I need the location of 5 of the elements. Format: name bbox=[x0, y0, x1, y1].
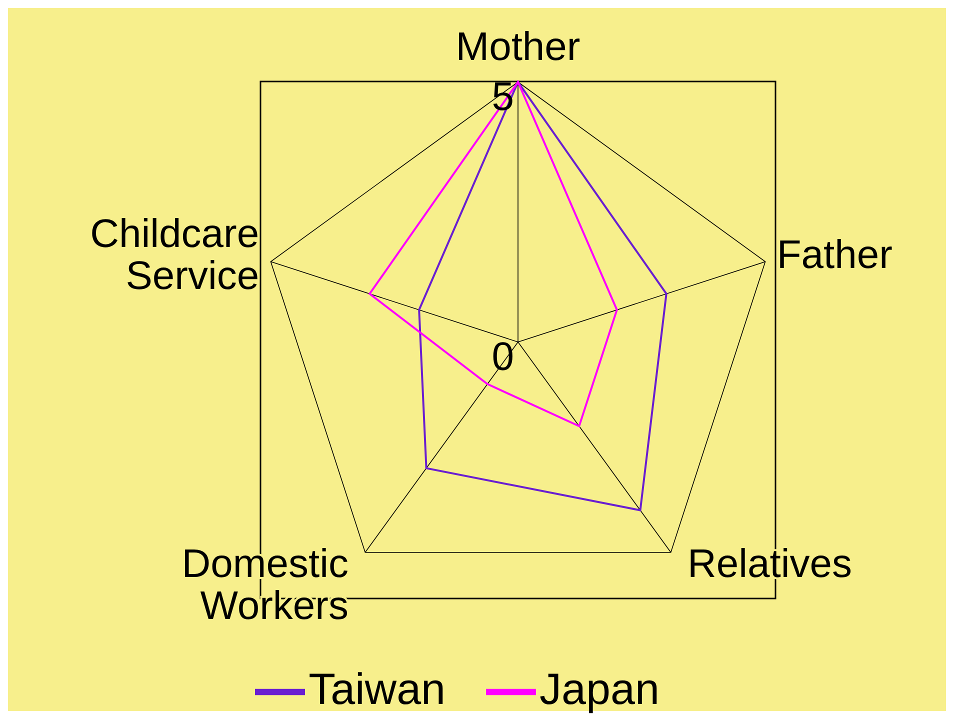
spoke-label: Mother bbox=[456, 25, 580, 69]
spoke-label: Father bbox=[776, 233, 892, 278]
legend-label: Japan bbox=[540, 664, 660, 714]
spoke-label: Childcare Service bbox=[90, 212, 260, 298]
legend-label: Taiwan bbox=[308, 664, 446, 714]
